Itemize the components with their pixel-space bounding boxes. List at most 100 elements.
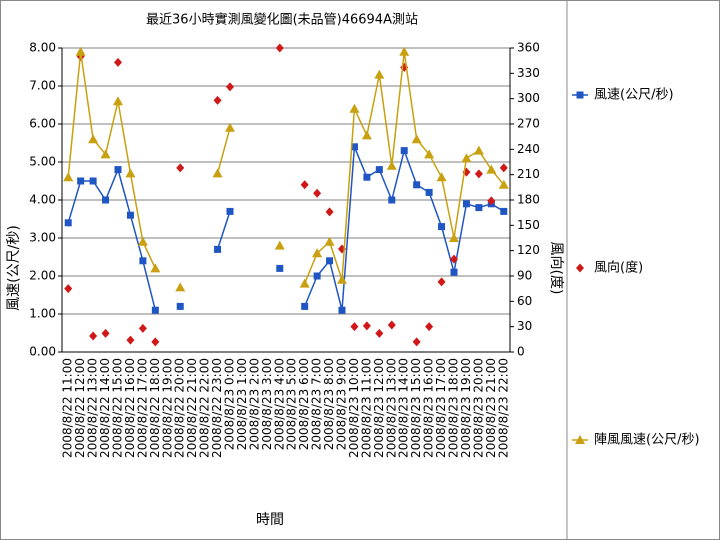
data-point <box>313 272 321 280</box>
series-line <box>216 127 231 174</box>
legend-label: 風速(公尺/秒) <box>594 88 674 103</box>
data-point <box>326 257 334 265</box>
legend-marker <box>576 91 584 99</box>
x-tick-label: 2008/8/23 11:00 <box>359 358 373 458</box>
x-tick-label: 2008/8/22 11:00 <box>61 358 75 458</box>
data-point <box>425 322 434 332</box>
x-tick-label: 2008/8/23 21:00 <box>484 358 498 458</box>
data-point <box>276 264 284 272</box>
series-line <box>216 211 231 250</box>
data-point <box>88 134 99 144</box>
data-point <box>114 166 122 174</box>
x-tick-label: 2008/8/23 16:00 <box>422 358 436 458</box>
data-point <box>299 278 310 288</box>
data-point <box>374 69 385 79</box>
y2-tick-label: 60 <box>517 294 532 308</box>
y2-tick-label: 210 <box>517 167 540 181</box>
x-tick-label: 2008/8/22 17:00 <box>135 358 149 458</box>
data-point <box>338 306 346 314</box>
x-tick-label: 2008/8/23 9:00 <box>335 358 349 450</box>
data-point <box>226 207 234 215</box>
data-point <box>176 163 185 173</box>
legend-marker <box>575 435 585 444</box>
x-tick-label: 2008/8/22 18:00 <box>148 358 162 458</box>
x-tick-label: 2008/8/22 20:00 <box>173 358 187 458</box>
data-point <box>425 188 433 196</box>
data-point <box>498 179 509 189</box>
y-tick-label: 2.00 <box>29 269 56 283</box>
data-point <box>101 328 110 338</box>
data-point <box>499 163 508 173</box>
y-tick-label: 8.00 <box>29 41 56 55</box>
data-point <box>151 306 159 314</box>
x-tick-label: 2008/8/23 15:00 <box>409 358 423 458</box>
y-tick-label: 5.00 <box>29 155 56 169</box>
x-tick-label: 2008/8/23 8:00 <box>322 358 336 450</box>
data-point <box>213 95 222 105</box>
x-tick-label: 2008/8/22 14:00 <box>98 358 112 458</box>
data-point <box>437 277 446 287</box>
data-point <box>450 254 458 264</box>
data-point <box>64 219 72 227</box>
y-tick-label: 6.00 <box>29 117 56 131</box>
x-tick-label: 2008/8/23 17:00 <box>434 358 448 458</box>
data-point <box>312 248 323 258</box>
data-point <box>412 337 421 347</box>
data-point <box>150 263 161 273</box>
y2-tick-label: 120 <box>517 243 540 257</box>
data-point <box>400 147 408 155</box>
y-axis-title: 風速(公尺/秒) <box>6 225 22 311</box>
x-tick-label: 2008/8/23 18:00 <box>447 358 461 458</box>
data-point <box>413 181 421 189</box>
y-tick-label: 3.00 <box>29 231 56 245</box>
x-tick-label: 2008/8/22 12:00 <box>73 358 87 458</box>
data-point <box>300 180 309 190</box>
x-tick-label: 2008/8/22 15:00 <box>111 358 125 458</box>
data-point <box>386 160 397 170</box>
data-point <box>126 335 135 345</box>
data-point <box>350 322 359 332</box>
x-tick-label: 2008/8/23 0:00 <box>223 358 237 450</box>
y2-tick-label: 0 <box>517 345 525 359</box>
x-tick-label: 2008/8/23 20:00 <box>471 358 485 458</box>
data-point <box>313 188 322 198</box>
data-point <box>438 223 446 231</box>
data-point <box>475 204 483 212</box>
x-tick-label: 2008/8/22 13:00 <box>86 358 100 458</box>
data-point <box>77 177 85 185</box>
data-point <box>126 211 134 219</box>
data-point <box>176 302 184 310</box>
data-point <box>114 57 122 67</box>
y2-tick-label: 30 <box>517 319 532 333</box>
data-point <box>337 274 347 284</box>
data-point <box>100 149 111 159</box>
y2-tick-label: 90 <box>517 269 532 283</box>
data-point <box>500 207 508 215</box>
data-point <box>125 168 136 178</box>
data-point <box>325 207 334 217</box>
data-point <box>175 282 186 292</box>
y2-tick-label: 180 <box>517 193 540 207</box>
data-point <box>411 134 422 144</box>
data-point <box>89 177 97 185</box>
y2-tick-label: 300 <box>517 91 540 105</box>
data-point <box>375 166 383 174</box>
data-point <box>375 328 384 338</box>
data-point <box>349 103 360 113</box>
data-point <box>486 164 497 174</box>
y2-tick-label: 270 <box>517 117 540 131</box>
data-point <box>138 323 147 333</box>
x-tick-label: 2008/8/23 6:00 <box>297 358 311 450</box>
y-tick-label: 1.00 <box>29 307 56 321</box>
data-point <box>226 82 234 92</box>
x-tick-label: 2008/8/23 13:00 <box>384 358 398 458</box>
data-point <box>474 169 483 179</box>
x-tick-label: 2008/8/22 21:00 <box>185 358 199 458</box>
x-tick-label: 2008/8/22 22:00 <box>198 358 212 458</box>
x-tick-label: 2008/8/23 19:00 <box>459 358 473 458</box>
x-tick-label: 2008/8/22 16:00 <box>123 358 137 458</box>
data-point <box>361 130 372 140</box>
x-tick-label: 2008/8/23 1:00 <box>235 358 249 450</box>
